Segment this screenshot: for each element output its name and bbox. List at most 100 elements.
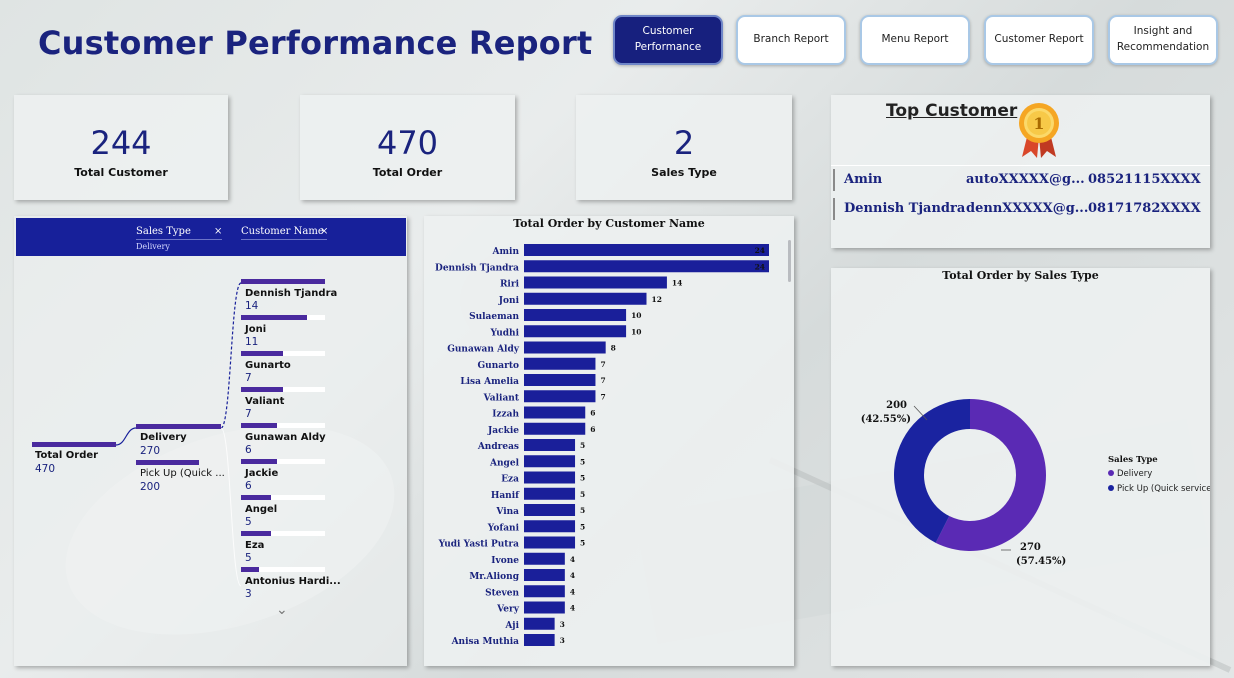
tree-node-label[interactable]: Valiant [245, 396, 285, 407]
slice-value-label: 200 [886, 400, 907, 411]
top-customer-card: Top Customer 1 Amin autoXXXXX@g... 08521… [831, 95, 1210, 248]
nav-label: Customer [642, 25, 694, 38]
bar-category-label: Lisa Amelia [460, 377, 519, 387]
filter-underline [136, 239, 222, 240]
bar[interactable] [524, 617, 555, 630]
tree-node-label[interactable]: Dennish Tjandra [245, 288, 338, 299]
bar[interactable] [524, 439, 576, 451]
nav-customer-performance[interactable]: Customer Performance [613, 15, 723, 65]
tree-node-bar [241, 387, 283, 392]
nav-branch-report[interactable]: Branch Report [736, 15, 846, 65]
bar[interactable] [524, 260, 769, 273]
tree-node-label[interactable]: Antonius Hardi... [245, 576, 341, 587]
tree-node-bar-track [241, 423, 325, 428]
top-customer-row: Dennish Tjandra dennXXXXX@g... 08171782X… [833, 198, 1210, 220]
nav-insight-recommendation[interactable]: Insight and Recommendation [1108, 15, 1218, 65]
scrollbar[interactable] [788, 240, 791, 282]
tree-node-value: 14 [245, 300, 259, 312]
kpi-total-order-card: 470 Total Order [300, 95, 515, 200]
tree-more-icon[interactable]: ⌄ [276, 602, 288, 618]
tree-node-label[interactable]: Total Order [35, 450, 99, 461]
bar[interactable] [524, 504, 576, 516]
kpi-value: 2 [673, 124, 695, 162]
bar[interactable] [524, 276, 667, 289]
bar-value-label: 5 [580, 539, 585, 548]
bar[interactable] [524, 455, 576, 468]
legend-item[interactable]: Delivery [1117, 469, 1152, 479]
tree-node-bar-track [241, 459, 325, 464]
bar-value-label: 24 [755, 246, 765, 255]
medal-number: 1 [1033, 114, 1044, 133]
tree-node-label[interactable]: Gunarto [245, 360, 291, 371]
bar-category-label: Jackie [487, 426, 519, 436]
bar-value-label: 3 [560, 636, 565, 645]
nav-label: Menu Report [881, 33, 949, 46]
bar[interactable] [524, 601, 565, 614]
bar[interactable] [524, 487, 576, 500]
bar-value-label: 5 [580, 441, 585, 450]
bar-value-label: 3 [560, 620, 565, 629]
bar-chart-card: Total Order by Customer Name Amin 24 Denni… [424, 216, 794, 666]
filter-sales-type[interactable]: Sales Type [136, 226, 191, 237]
bar[interactable] [524, 422, 586, 435]
tree-node-bar [241, 567, 259, 572]
legend-item[interactable]: Pick Up (Quick service) [1117, 484, 1210, 494]
tree-node-bar-track [241, 531, 325, 536]
bar-value-label: 14 [672, 279, 682, 288]
bar[interactable] [524, 552, 565, 565]
bar-category-label: Vina [495, 507, 519, 517]
nav-label: Branch Report [753, 33, 829, 46]
bar-value-label: 4 [570, 571, 575, 580]
remove-filter-icon[interactable]: × [320, 226, 329, 237]
tree-node-value: 5 [245, 516, 252, 528]
bar-category-label: Anisa Muthia [451, 637, 520, 647]
decomposition-tree-card: Sales Type × Delivery Customer Name × To… [14, 216, 407, 666]
bar[interactable] [524, 341, 606, 354]
bar[interactable] [524, 634, 555, 646]
bar[interactable] [524, 390, 596, 403]
slice-pct-label: (42.55%) [861, 414, 911, 425]
donut-chart-card: Total Order by Sales Type 270 (57.45%) 200… [831, 268, 1210, 666]
slice-value-label: 270 [1020, 542, 1041, 553]
bar-value-label: 5 [580, 522, 585, 531]
bar[interactable] [524, 309, 627, 321]
tree-node-label[interactable]: Eza [245, 540, 265, 551]
bar[interactable] [524, 471, 576, 484]
bar[interactable] [524, 569, 565, 581]
bar[interactable] [524, 374, 596, 386]
tree-node-value: 5 [245, 552, 252, 564]
bar[interactable] [524, 325, 627, 338]
tree-node-bar [136, 460, 199, 465]
nav-menu-report[interactable]: Menu Report [860, 15, 970, 65]
nav-label: Recommendation [1116, 41, 1210, 53]
tree-node-label[interactable]: Pick Up (Quick ... [140, 468, 225, 479]
bar[interactable] [524, 357, 596, 370]
tree-node-label[interactable]: Delivery [140, 432, 187, 443]
bar-category-label: Izzah [492, 410, 519, 420]
donut-slice[interactable] [894, 399, 970, 543]
bar-value-label: 6 [590, 425, 595, 434]
remove-filter-icon[interactable]: × [214, 226, 223, 237]
donut-slice[interactable] [935, 399, 1046, 551]
nav-customer-report[interactable]: Customer Report [984, 15, 1094, 65]
bar-value-label: 4 [570, 604, 575, 613]
bar-value-label: 10 [631, 327, 641, 336]
tree-node-label[interactable]: Angel [245, 504, 278, 515]
bar[interactable] [524, 292, 647, 305]
bar-value-label: 8 [611, 344, 616, 353]
filter-customer-name[interactable]: Customer Name [241, 226, 324, 237]
bar[interactable] [524, 244, 769, 256]
bar[interactable] [524, 536, 576, 549]
bar[interactable] [524, 585, 565, 598]
nav-label: Insight and [1133, 25, 1193, 38]
kpi-label: Total Customer [74, 166, 168, 179]
tree-node-label[interactable]: Jackie [245, 468, 279, 479]
bar[interactable] [524, 520, 576, 533]
bar[interactable] [524, 406, 586, 419]
customer-phone: 08521115XXXX [1088, 172, 1201, 187]
kpi-value: 470 [376, 124, 439, 162]
tree-node-label[interactable]: Joni [245, 324, 267, 335]
tree-node-label[interactable]: Gunawan Aldy [245, 432, 326, 443]
filter-bar: Sales Type × Delivery Customer Name × [16, 218, 406, 256]
tree-node-bar [241, 495, 271, 500]
